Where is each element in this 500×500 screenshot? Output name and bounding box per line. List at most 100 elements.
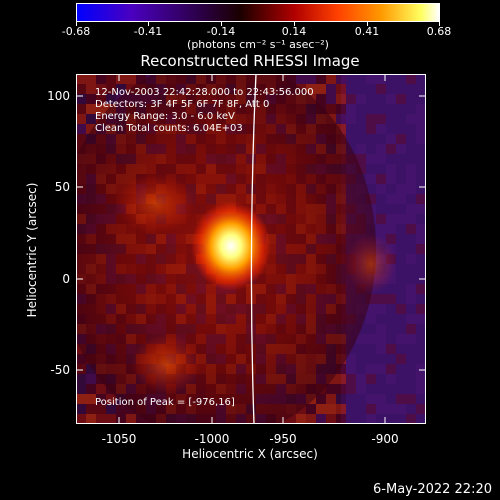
image-pixel	[106, 404, 116, 414]
image-pixel	[376, 104, 386, 114]
image-pixel	[116, 74, 126, 84]
image-pixel	[386, 324, 396, 334]
image-pixel	[376, 324, 386, 334]
image-pixel	[126, 74, 136, 84]
image-pixel	[416, 244, 426, 254]
image-pixel	[96, 94, 106, 104]
plot-title: Reconstructed RHESSI Image	[140, 52, 360, 70]
image-pixel	[366, 294, 376, 304]
image-pixel	[336, 94, 346, 104]
image-pixel	[366, 304, 376, 314]
image-pixel	[406, 374, 416, 384]
image-pixel	[356, 364, 366, 374]
peak-position-text: Position of Peak = [-976,16]	[95, 397, 235, 408]
image-pixel	[386, 204, 396, 214]
image-pixel	[406, 344, 416, 354]
image-pixel	[406, 74, 416, 84]
image-pixel	[416, 384, 426, 394]
image-pixel	[376, 224, 386, 234]
image-pixel	[386, 404, 396, 414]
image-pixel	[126, 414, 136, 424]
image-pixel	[376, 74, 386, 84]
image-pixel	[366, 364, 376, 374]
image-pixel	[76, 364, 86, 374]
image-pixel	[346, 104, 356, 114]
image-pixel	[346, 384, 356, 394]
image-pixel	[386, 344, 396, 354]
image-pixel	[366, 134, 376, 144]
image-pixel	[366, 164, 376, 174]
image-pixel	[406, 224, 416, 234]
image-pixel	[406, 94, 416, 104]
image-pixel	[386, 164, 396, 174]
image-pixel	[386, 134, 396, 144]
image-pixel	[396, 164, 406, 174]
image-pixel	[396, 344, 406, 354]
image-pixel	[376, 314, 386, 324]
image-pixel	[346, 84, 356, 94]
image-pixel	[406, 214, 416, 224]
image-pixel	[96, 394, 106, 404]
image-pixel	[346, 74, 356, 84]
image-pixel	[406, 104, 416, 114]
image-pixel	[76, 74, 86, 84]
image-pixel	[416, 224, 426, 234]
energy-range-text: Energy Range: 3.0 - 6.0 keV	[95, 111, 235, 122]
image-pixel	[306, 414, 316, 424]
colorbar-units: (photons cm⁻² s⁻¹ asec⁻²)	[187, 38, 329, 51]
image-pixel	[326, 84, 336, 94]
image-pixel	[396, 144, 406, 154]
image-pixel	[76, 104, 86, 114]
image-pixel	[356, 84, 366, 94]
image-pixel	[316, 74, 326, 84]
image-pixel	[396, 374, 406, 384]
image-pixel	[86, 394, 96, 404]
image-pixel	[366, 334, 376, 344]
image-pixel	[406, 304, 416, 314]
image-pixel	[406, 414, 416, 424]
image-pixel	[356, 334, 366, 344]
image-pixel	[376, 94, 386, 104]
image-pixel	[386, 154, 396, 164]
x-tick-label: -950	[269, 432, 297, 446]
image-pixel	[86, 94, 96, 104]
image-pixel	[346, 134, 356, 144]
image-pixel	[346, 404, 356, 414]
image-pixel	[286, 414, 296, 424]
image-pixel	[386, 214, 396, 224]
colorbar-tick	[439, 22, 440, 26]
image-pixel	[366, 84, 376, 94]
image-pixel	[366, 144, 376, 154]
image-pixel	[416, 304, 426, 314]
image-pixel	[366, 104, 376, 114]
image-pixel	[376, 154, 386, 164]
image-pixel	[416, 414, 426, 424]
image-pixel	[386, 304, 396, 314]
image-pixel	[356, 94, 366, 104]
image-pixel	[376, 334, 386, 344]
image-pixel	[106, 414, 116, 424]
image-pixel	[406, 114, 416, 124]
image-pixel	[386, 174, 396, 184]
image-pixel	[366, 194, 376, 204]
image-pixel	[316, 94, 326, 104]
image-pixel	[86, 404, 96, 414]
image-pixel	[416, 324, 426, 334]
image-pixel	[86, 364, 96, 374]
image-pixel	[296, 414, 306, 424]
image-pixel	[416, 364, 426, 374]
image-pixel	[366, 344, 376, 354]
image-pixel	[386, 314, 396, 324]
image-pixel	[396, 204, 406, 214]
image-pixel	[396, 224, 406, 234]
image-pixel	[406, 394, 416, 404]
image-pixel	[386, 374, 396, 384]
image-pixel	[376, 164, 386, 174]
image-pixel	[406, 134, 416, 144]
image-pixel	[376, 394, 386, 404]
image-pixel	[96, 404, 106, 414]
colorbar-tick-label: -0.14	[206, 25, 236, 38]
image-pixel	[76, 84, 86, 94]
image-pixel	[416, 204, 426, 214]
image-pixel	[96, 84, 106, 94]
